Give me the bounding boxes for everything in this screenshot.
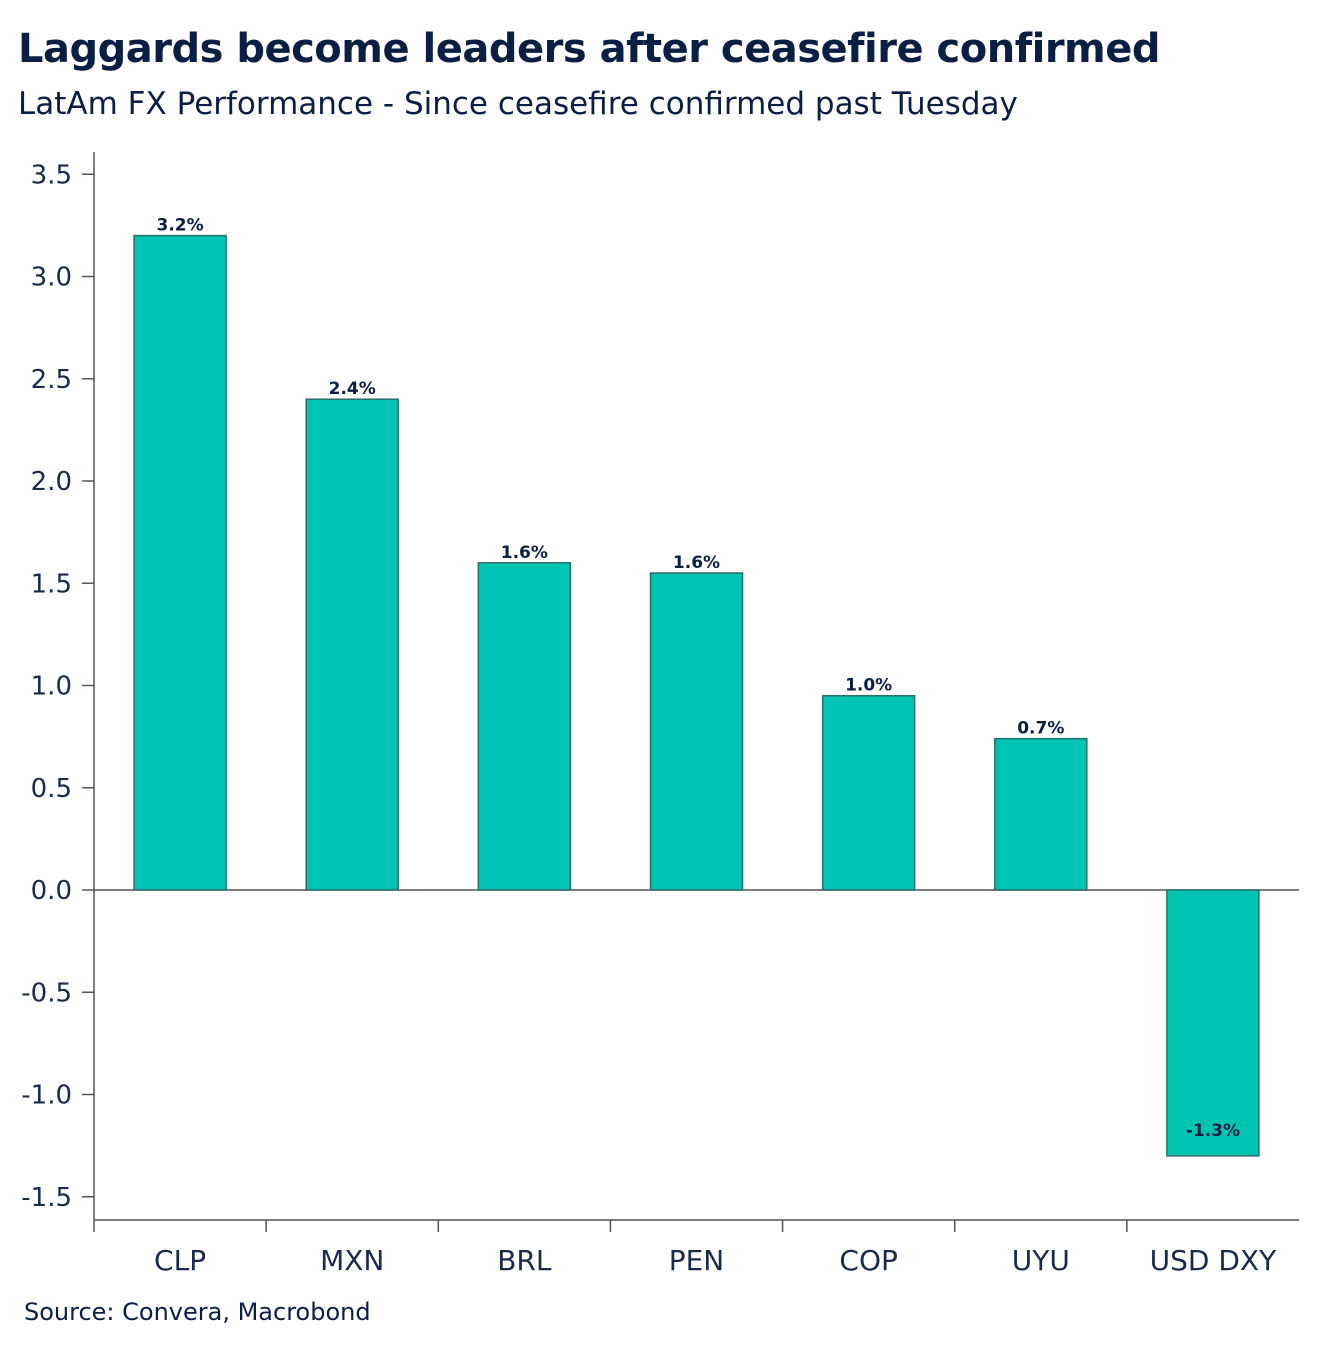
bar-cop (821, 694, 916, 891)
y-tick-label: 1.5 (31, 569, 72, 599)
y-tick-label: 3.0 (31, 263, 72, 293)
bar-usd-dxy (1166, 889, 1260, 1157)
data-label: 3.2% (156, 216, 203, 236)
y-tick-label: 2.5 (31, 365, 72, 395)
data-label: 0.7% (1017, 719, 1064, 739)
x-category-label: USD DXY (1150, 1244, 1277, 1277)
data-label: 1.6% (673, 553, 720, 573)
chart-title: Laggards become leaders after ceasefire … (18, 26, 1160, 72)
bar-brl (477, 562, 572, 891)
y-tick-label: -0.5 (21, 978, 72, 1008)
x-category-label: CLP (154, 1244, 206, 1277)
y-tick-label: -1.5 (21, 1183, 72, 1213)
bar-mxn (305, 398, 399, 891)
x-category-label: UYU (1012, 1244, 1070, 1277)
data-label: -1.3% (1186, 1121, 1240, 1141)
y-tick-label: -1.0 (21, 1081, 72, 1111)
chart-labels: 3.5 3.0 2.5 2.0 1.5 1.0 0.5 0.0 -0.5 -1.0 -1.5 3.2%… (21, 160, 1277, 1277)
data-label: 1.6% (501, 543, 548, 563)
x-category-label: MXN (320, 1244, 384, 1277)
bar-pen (649, 572, 744, 891)
y-tick-label: 3.5 (31, 160, 72, 190)
x-category-label: BRL (497, 1244, 552, 1277)
y-tick-label: 0.5 (31, 774, 72, 804)
chart-bars (133, 234, 1260, 1157)
bar-uyu (994, 737, 1088, 891)
bar-clp (133, 234, 227, 891)
y-tick-label: 2.0 (31, 467, 72, 497)
x-category-label: COP (839, 1244, 897, 1277)
y-tick-label: 0.0 (31, 876, 72, 906)
data-label: 1.0% (845, 676, 892, 696)
source-note: Source: Convera, Macrobond (24, 1298, 371, 1326)
chart-subtitle: LatAm FX Performance - Since ceasefire c… (18, 86, 1018, 122)
y-tick-label: 1.0 (31, 672, 72, 702)
x-category-label: PEN (669, 1244, 725, 1277)
data-label: 2.4% (329, 379, 376, 399)
